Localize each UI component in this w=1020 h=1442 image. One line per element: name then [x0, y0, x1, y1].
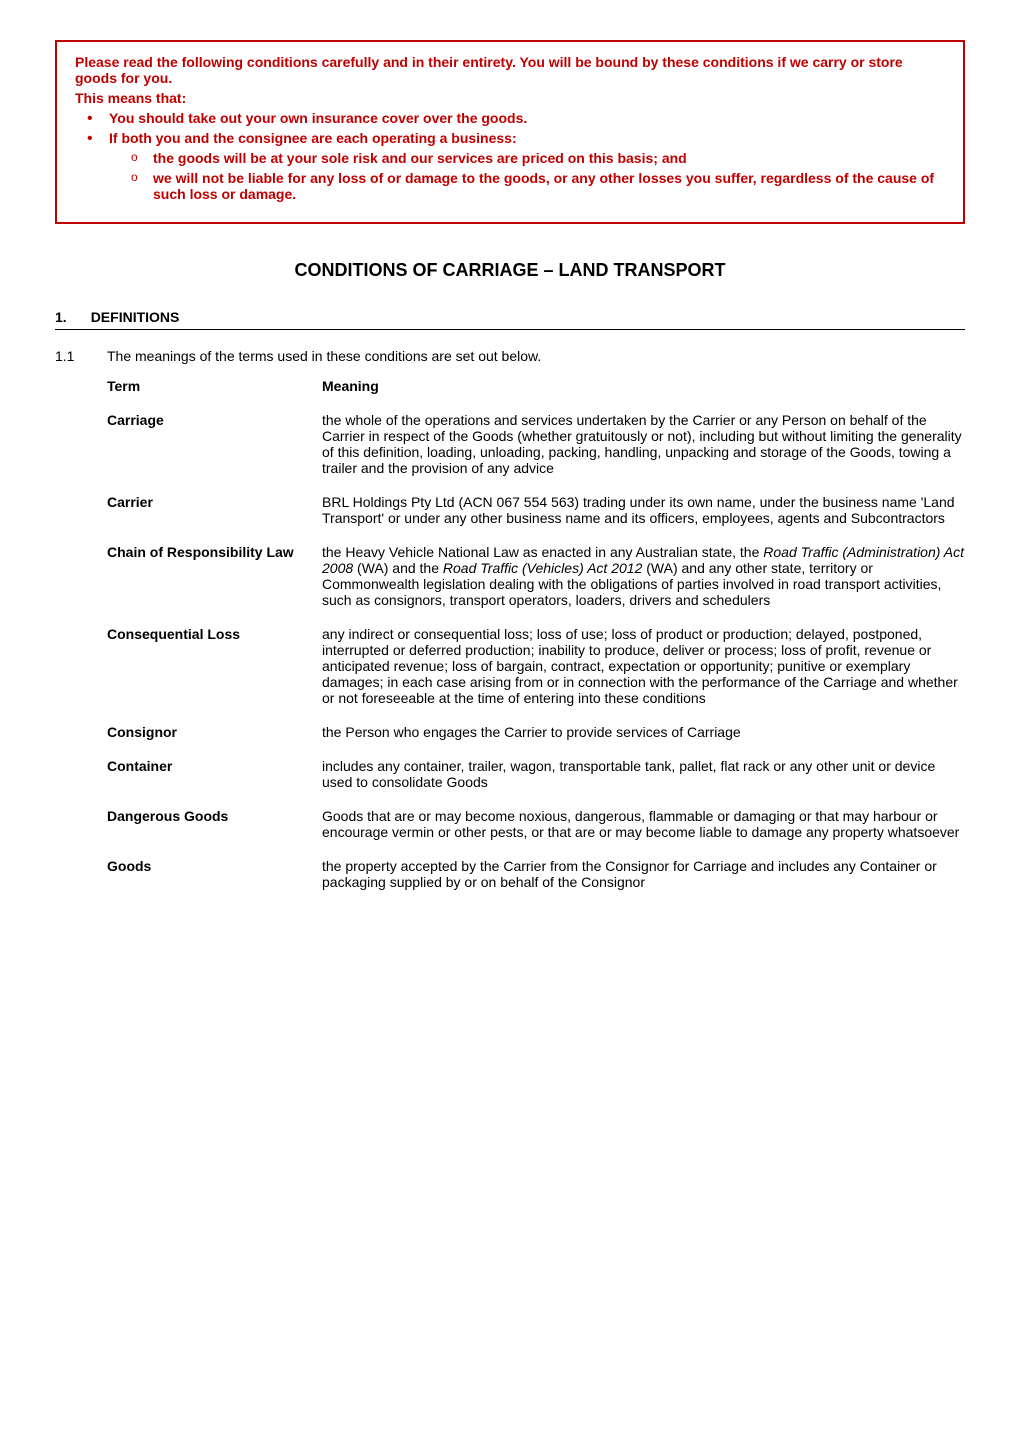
definition-term: Carriage	[107, 412, 322, 476]
clause-text: The meanings of the terms used in these …	[107, 348, 541, 364]
definition-meaning: the Person who engages the Carrier to pr…	[322, 724, 965, 740]
meaning-header: Meaning	[322, 378, 965, 394]
definition-term: Chain of Responsibility Law	[107, 544, 322, 608]
term-header: Term	[107, 378, 322, 394]
definition-term: Dangerous Goods	[107, 808, 322, 840]
notice-bullet: If both you and the consignee are each o…	[97, 130, 945, 202]
definition-row: Consequential Loss any indirect or conse…	[107, 626, 965, 706]
notice-subbullet: the goods will be at your sole risk and …	[137, 150, 945, 166]
definition-term: Container	[107, 758, 322, 790]
definition-row: Carrier BRL Holdings Pty Ltd (ACN 067 55…	[107, 494, 965, 526]
notice-subhead: This means that:	[75, 90, 945, 106]
definitions-header: Term Meaning	[107, 378, 965, 394]
notice-subbullet: we will not be liable for any loss of or…	[137, 170, 945, 202]
definition-row: Carriage the whole of the operations and…	[107, 412, 965, 476]
definition-term: Goods	[107, 858, 322, 890]
notice-bullet: You should take out your own insurance c…	[97, 110, 945, 126]
definition-term: Carrier	[107, 494, 322, 526]
clause-number: 1.1	[55, 348, 83, 364]
definition-meaning: any indirect or consequential loss; loss…	[322, 626, 965, 706]
definition-row: Consignor the Person who engages the Car…	[107, 724, 965, 740]
definition-meaning: the property accepted by the Carrier fro…	[322, 858, 965, 890]
definition-meaning: the Heavy Vehicle National Law as enacte…	[322, 544, 965, 608]
notice-list: You should take out your own insurance c…	[75, 110, 945, 202]
notice-bullet-text: You should take out your own insurance c…	[109, 110, 527, 126]
notice-bullet-text: If both you and the consignee are each o…	[109, 130, 517, 146]
definition-row: Chain of Responsibility Law the Heavy Ve…	[107, 544, 965, 608]
page-title: CONDITIONS OF CARRIAGE – LAND TRANSPORT	[55, 260, 965, 281]
section-title: DEFINITIONS	[91, 309, 180, 325]
definition-meaning: Goods that are or may become noxious, da…	[322, 808, 965, 840]
definition-row: Dangerous Goods Goods that are or may be…	[107, 808, 965, 840]
definition-meaning: includes any container, trailer, wagon, …	[322, 758, 965, 790]
section-number: 1.	[55, 309, 67, 325]
notice-subbullet-text: we will not be liable for any loss of or…	[153, 170, 934, 202]
meaning-text-mid: (WA) and the	[353, 560, 443, 576]
notice-intro: Please read the following conditions car…	[75, 54, 945, 86]
definition-term: Consignor	[107, 724, 322, 740]
clause: 1.1 The meanings of the terms used in th…	[55, 348, 965, 364]
meaning-text-pre: the Heavy Vehicle National Law as enacte…	[322, 544, 763, 560]
definition-term: Consequential Loss	[107, 626, 322, 706]
notice-sublist: the goods will be at your sole risk and …	[109, 150, 945, 202]
meaning-italic: Road Traffic (Vehicles) Act 2012	[443, 560, 642, 576]
definition-meaning: BRL Holdings Pty Ltd (ACN 067 554 563) t…	[322, 494, 965, 526]
definition-row: Goods the property accepted by the Carri…	[107, 858, 965, 890]
definitions-table: Term Meaning Carriage the whole of the o…	[107, 378, 965, 890]
definition-meaning: the whole of the operations and services…	[322, 412, 965, 476]
notice-subbullet-text: the goods will be at your sole risk and …	[153, 150, 687, 166]
section-header: 1. DEFINITIONS	[55, 309, 965, 330]
notice-box: Please read the following conditions car…	[55, 40, 965, 224]
definition-row: Container includes any container, traile…	[107, 758, 965, 790]
